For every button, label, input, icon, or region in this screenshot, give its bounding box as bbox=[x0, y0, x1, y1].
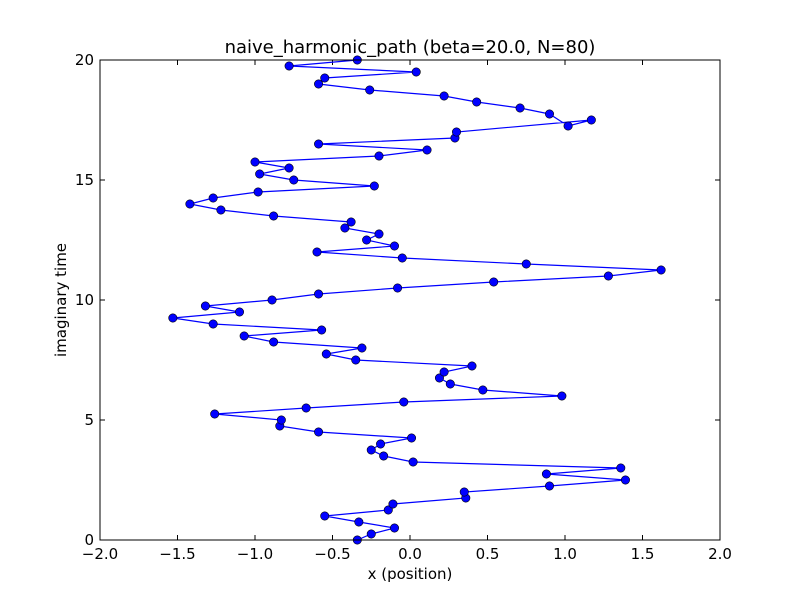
data-point bbox=[351, 355, 361, 365]
y-axis-title: imaginary time bbox=[52, 243, 70, 357]
data-point bbox=[208, 319, 218, 329]
x-tick-label: −1.5 bbox=[159, 545, 195, 563]
data-point bbox=[366, 445, 376, 455]
data-point bbox=[521, 259, 531, 269]
y-tick-label: 20 bbox=[75, 51, 94, 69]
x-tick-label: −2.0 bbox=[82, 545, 118, 563]
y-tick-label: 5 bbox=[84, 411, 94, 429]
data-point bbox=[389, 241, 399, 251]
data-point bbox=[366, 529, 376, 539]
data-point bbox=[407, 433, 417, 443]
data-point bbox=[289, 175, 299, 185]
data-point bbox=[478, 385, 488, 395]
data-point bbox=[544, 109, 554, 119]
data-point bbox=[340, 223, 350, 233]
data-point bbox=[563, 121, 573, 131]
data-point bbox=[451, 127, 461, 137]
plot-area bbox=[100, 60, 720, 540]
data-point bbox=[397, 253, 407, 263]
data-point bbox=[459, 487, 469, 497]
data-point bbox=[320, 511, 330, 521]
y-tick-label: 0 bbox=[84, 531, 94, 549]
data-point bbox=[489, 277, 499, 287]
data-point bbox=[317, 325, 327, 335]
y-tick-label: 10 bbox=[75, 291, 94, 309]
data-point bbox=[411, 67, 421, 77]
data-point bbox=[376, 439, 386, 449]
x-tick-label: 1.0 bbox=[553, 545, 577, 563]
data-point bbox=[200, 301, 210, 311]
data-point bbox=[439, 367, 449, 377]
data-point bbox=[239, 331, 249, 341]
plot-frame bbox=[99, 59, 721, 541]
data-point bbox=[185, 199, 195, 209]
data-point bbox=[235, 307, 245, 317]
data-point bbox=[467, 361, 477, 371]
data-point bbox=[168, 313, 178, 323]
data-point bbox=[314, 139, 324, 149]
data-point bbox=[603, 271, 613, 281]
data-point bbox=[369, 181, 379, 191]
data-point bbox=[388, 499, 398, 509]
data-point bbox=[656, 265, 666, 275]
x-tick-label: 0.0 bbox=[398, 545, 422, 563]
data-point bbox=[255, 169, 265, 179]
data-point bbox=[399, 397, 409, 407]
data-point bbox=[362, 235, 372, 245]
data-point bbox=[439, 91, 449, 101]
data-point bbox=[541, 469, 551, 479]
data-point bbox=[301, 403, 311, 413]
data-point bbox=[284, 61, 294, 71]
data-point bbox=[312, 247, 322, 257]
data-point bbox=[374, 151, 384, 161]
data-point bbox=[374, 229, 384, 239]
y-tick-label: 15 bbox=[75, 171, 94, 189]
data-point bbox=[383, 505, 393, 515]
x-axis-title: x (position) bbox=[368, 565, 453, 583]
chart-title: naive_harmonic_path (beta=20.0, N=80) bbox=[225, 37, 596, 58]
data-point bbox=[253, 187, 263, 197]
data-point bbox=[346, 217, 356, 227]
data-point bbox=[379, 451, 389, 461]
data-point bbox=[515, 103, 525, 113]
x-tick-label: 1.5 bbox=[631, 545, 655, 563]
data-point bbox=[445, 379, 455, 389]
y-axis: 0 5 10 15 20 bbox=[75, 51, 720, 549]
x-tick-label: −0.5 bbox=[314, 545, 350, 563]
data-point bbox=[472, 97, 482, 107]
data-point bbox=[434, 373, 444, 383]
data-point bbox=[422, 145, 432, 155]
x-axis: −2.0 −1.5 −1.0 −0.5 0.0 0.5 1.0 1.5 2.0 bbox=[82, 60, 732, 563]
data-point bbox=[389, 523, 399, 533]
data-point bbox=[208, 193, 218, 203]
data-point bbox=[320, 73, 330, 83]
x-tick-label: 2.0 bbox=[708, 545, 732, 563]
data-point bbox=[269, 211, 279, 221]
data-point bbox=[620, 475, 630, 485]
data-point bbox=[365, 85, 375, 95]
data-point bbox=[276, 415, 286, 425]
data-point bbox=[314, 79, 324, 89]
data-point bbox=[314, 427, 324, 437]
data-point bbox=[616, 463, 626, 473]
x-tick-label: −1.0 bbox=[237, 545, 273, 563]
data-point bbox=[557, 391, 567, 401]
data-point bbox=[267, 295, 277, 305]
data-point bbox=[216, 205, 226, 215]
x-tick-label: 0.5 bbox=[476, 545, 500, 563]
data-point bbox=[250, 157, 260, 167]
data-point bbox=[544, 481, 554, 491]
data-point bbox=[408, 457, 418, 467]
data-point bbox=[354, 517, 364, 527]
data-point bbox=[586, 115, 596, 125]
data-point bbox=[210, 409, 220, 419]
data-point bbox=[393, 283, 403, 293]
data-point bbox=[321, 349, 331, 359]
data-point bbox=[314, 289, 324, 299]
data-point bbox=[284, 163, 294, 173]
data-point bbox=[269, 337, 279, 347]
data-point bbox=[357, 343, 367, 353]
series-markers bbox=[168, 55, 666, 545]
